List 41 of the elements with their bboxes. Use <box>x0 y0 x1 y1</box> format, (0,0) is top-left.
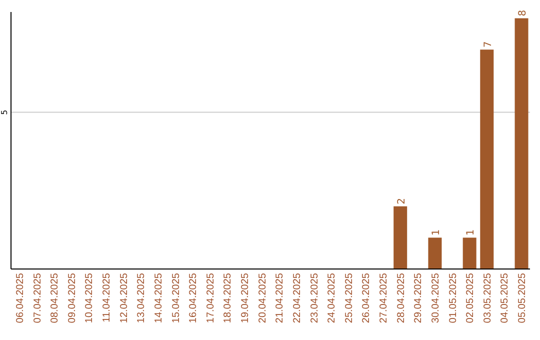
bar <box>394 206 408 269</box>
x-tick-label: 02.05.2025 <box>465 272 476 324</box>
x-tick-label: 20.04.2025 <box>257 272 268 324</box>
x-tick-label: 21.04.2025 <box>274 272 286 324</box>
bar <box>462 238 476 269</box>
x-tick-label: 03.05.2025 <box>482 272 494 324</box>
x-tick-label: 17.04.2025 <box>205 272 216 324</box>
x-tick-label: 27.04.2025 <box>378 272 390 324</box>
x-tick-label: 07.04.2025 <box>32 272 44 324</box>
y-tick-label: 5 <box>0 110 9 115</box>
bar <box>428 238 442 269</box>
data-label: 8 <box>518 10 529 16</box>
bar <box>480 50 494 269</box>
x-tick-label: 24.04.2025 <box>326 272 338 324</box>
x-tick-label: 01.05.2025 <box>448 272 459 324</box>
x-tick-label: 12.04.2025 <box>118 272 130 324</box>
x-tick-label: 10.04.2025 <box>84 272 96 324</box>
x-tick-label: 26.04.2025 <box>361 272 372 324</box>
x-tick-label: 23.04.2025 <box>309 272 320 324</box>
x-tick-label: 28.04.2025 <box>396 272 407 324</box>
data-label: 2 <box>396 198 408 204</box>
x-tick-label: 05.05.2025 <box>517 272 528 324</box>
x-tick-label: 14.04.2025 <box>153 272 164 324</box>
x-tick-label: 16.04.2025 <box>188 272 200 324</box>
x-tick-label: 09.04.2025 <box>66 272 78 324</box>
x-tick-label: 13.04.2025 <box>136 272 148 324</box>
x-tick-label: 25.04.2025 <box>344 272 355 324</box>
x-tick-label: 04.05.2025 <box>500 272 511 324</box>
x-tick-label: 29.04.2025 <box>413 272 424 324</box>
x-tick-label: 19.04.2025 <box>240 272 252 324</box>
x-tick-label: 11.04.2025 <box>102 272 113 322</box>
x-tick-label: 06.04.2025 <box>14 272 26 324</box>
x-tick-label: 22.04.2025 <box>292 272 303 324</box>
x-tick-label: 08.04.2025 <box>50 272 61 324</box>
x-tick-label: 30.04.2025 <box>430 272 442 324</box>
bar <box>514 18 528 269</box>
data-label: 1 <box>466 229 477 236</box>
data-label: 1 <box>430 229 442 236</box>
x-tick-label: 15.04.2025 <box>170 272 182 324</box>
x-tick-label: 18.04.2025 <box>222 272 234 324</box>
data-label: 7 <box>482 41 494 48</box>
